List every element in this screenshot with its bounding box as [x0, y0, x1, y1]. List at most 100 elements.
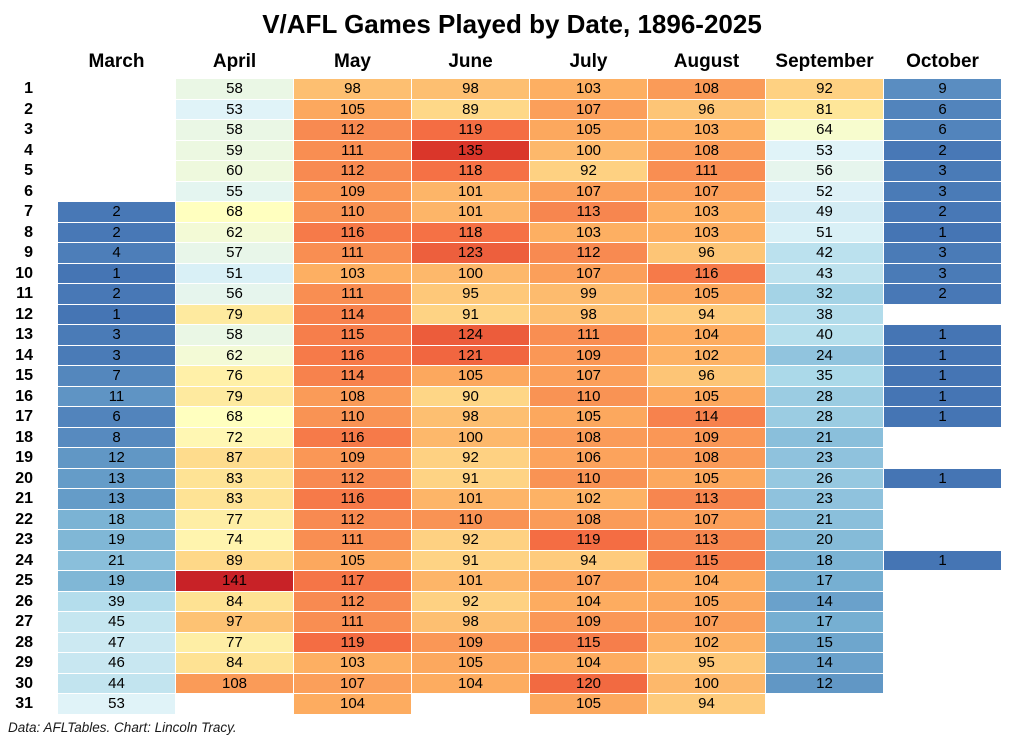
row-label-day-12: 12	[15, 305, 33, 323]
heatmap-cell: 89	[176, 550, 293, 570]
heatmap-cell: 103	[648, 120, 765, 140]
heatmap-cell: 112	[294, 161, 411, 181]
heatmap-cell: 105	[648, 591, 765, 611]
row-label-day-18: 18	[15, 428, 33, 446]
corner-cell	[0, 42, 57, 78]
heatmap-cell: 107	[294, 673, 411, 693]
heatmap-cell: 96	[648, 99, 765, 119]
heatmap-cell: 105	[530, 407, 647, 427]
heatmap-cell: 96	[648, 243, 765, 263]
heatmap-cell: 105	[294, 99, 411, 119]
heatmap-cell: 111	[530, 325, 647, 345]
row-label-day-17: 17	[15, 408, 33, 425]
heatmap-cell: 124	[412, 325, 529, 345]
heatmap-cell: 92	[412, 530, 529, 550]
column-header-june: June	[448, 51, 493, 72]
heatmap-cell: 43	[766, 263, 883, 283]
heatmap-cell: 91	[412, 550, 529, 570]
heatmap-cell: 113	[530, 202, 647, 222]
heatmap-cell: 1	[884, 386, 1001, 406]
heatmap-cell: 23	[766, 489, 883, 509]
heatmap-cell-empty	[884, 304, 1001, 324]
row-label-day-15: 15	[15, 367, 33, 384]
heatmap-cell: 107	[530, 366, 647, 386]
heatmap-cell: 92	[412, 448, 529, 468]
heatmap-cell: 98	[530, 304, 647, 324]
heatmap-cell-empty	[884, 612, 1001, 632]
heatmap-cell: 62	[176, 345, 293, 365]
heatmap-cell-empty	[884, 673, 1001, 693]
heatmap-cell: 103	[648, 202, 765, 222]
heatmap-cell: 79	[176, 386, 293, 406]
heatmap-cell: 117	[294, 571, 411, 591]
heatmap-cell-empty	[884, 653, 1001, 673]
heatmap-cell: 68	[176, 407, 293, 427]
heatmap-cell: 105	[530, 120, 647, 140]
heatmap-cell: 101	[412, 202, 529, 222]
heatmap-cell: 103	[294, 263, 411, 283]
heatmap-cell: 57	[176, 243, 293, 263]
heatmap-cell: 6	[884, 120, 1001, 140]
heatmap-cell: 1	[884, 407, 1001, 427]
heatmap-cell: 26	[766, 468, 883, 488]
heatmap-cell: 119	[530, 530, 647, 550]
row-label-day-2: 2	[24, 100, 33, 118]
heatmap-cell: 24	[766, 345, 883, 365]
heatmap-cell: 102	[530, 489, 647, 509]
heatmap-cell-empty	[884, 427, 1001, 447]
heatmap-cell: 108	[648, 448, 765, 468]
heatmap-cell: 1	[884, 222, 1001, 242]
row-label-day-22: 22	[15, 510, 33, 528]
heatmap-cell: 1	[58, 263, 175, 283]
heatmap-cell: 102	[648, 345, 765, 365]
heatmap-cell: 110	[412, 509, 529, 529]
heatmap-cell: 59	[176, 140, 293, 160]
heatmap-cell: 107	[530, 571, 647, 591]
heatmap-cell: 99	[530, 284, 647, 304]
heatmap-cell: 113	[648, 530, 765, 550]
heatmap-cell: 105	[412, 366, 529, 386]
heatmap-cell: 90	[412, 386, 529, 406]
column-header-august: August	[673, 51, 740, 72]
heatmap-cell: 115	[648, 550, 765, 570]
heatmap-cell: 40	[766, 325, 883, 345]
heatmap-cell: 108	[648, 140, 765, 160]
chart-title: V/AFL Games Played by Date, 1896-2025	[262, 9, 762, 39]
heatmap-cell: 7	[58, 366, 175, 386]
heatmap-cell: 111	[294, 243, 411, 263]
heatmap-cell: 104	[294, 694, 411, 714]
heatmap-cell: 19	[58, 530, 175, 550]
heatmap-cell: 108	[530, 509, 647, 529]
heatmap-cell: 98	[412, 407, 529, 427]
heatmap-cell: 21	[58, 550, 175, 570]
heatmap-cell: 94	[648, 304, 765, 324]
heatmap-cell: 112	[294, 509, 411, 529]
heatmap-cell: 141	[176, 571, 293, 591]
heatmap-cell: 12	[766, 673, 883, 693]
heatmap-cell: 91	[412, 468, 529, 488]
heatmap-cell-empty	[884, 509, 1001, 529]
row-label-day-21: 21	[15, 490, 33, 507]
heatmap-cell: 60	[176, 161, 293, 181]
heatmap-cell: 58	[176, 79, 293, 99]
heatmap-cell: 56	[766, 161, 883, 181]
heatmap-cell: 91	[412, 304, 529, 324]
heatmap-cell: 9	[884, 79, 1001, 99]
heatmap-cell: 94	[530, 550, 647, 570]
heatmap-cell: 18	[766, 550, 883, 570]
heatmap-cell: 3	[884, 243, 1001, 263]
heatmap-cell: 55	[176, 181, 293, 201]
heatmap-cell: 103	[530, 222, 647, 242]
heatmap-cell: 42	[766, 243, 883, 263]
heatmap-cell: 76	[176, 366, 293, 386]
heatmap-cell: 111	[294, 530, 411, 550]
column-header-september: September	[775, 51, 874, 72]
heatmap-cell: 101	[412, 571, 529, 591]
heatmap-cell: 111	[294, 140, 411, 160]
heatmap-cell-empty	[176, 694, 293, 714]
heatmap-cell: 107	[530, 181, 647, 201]
heatmap-cell: 18	[58, 509, 175, 529]
heatmap-cell: 109	[294, 181, 411, 201]
heatmap-cell: 46	[58, 653, 175, 673]
heatmap-cell: 108	[530, 427, 647, 447]
